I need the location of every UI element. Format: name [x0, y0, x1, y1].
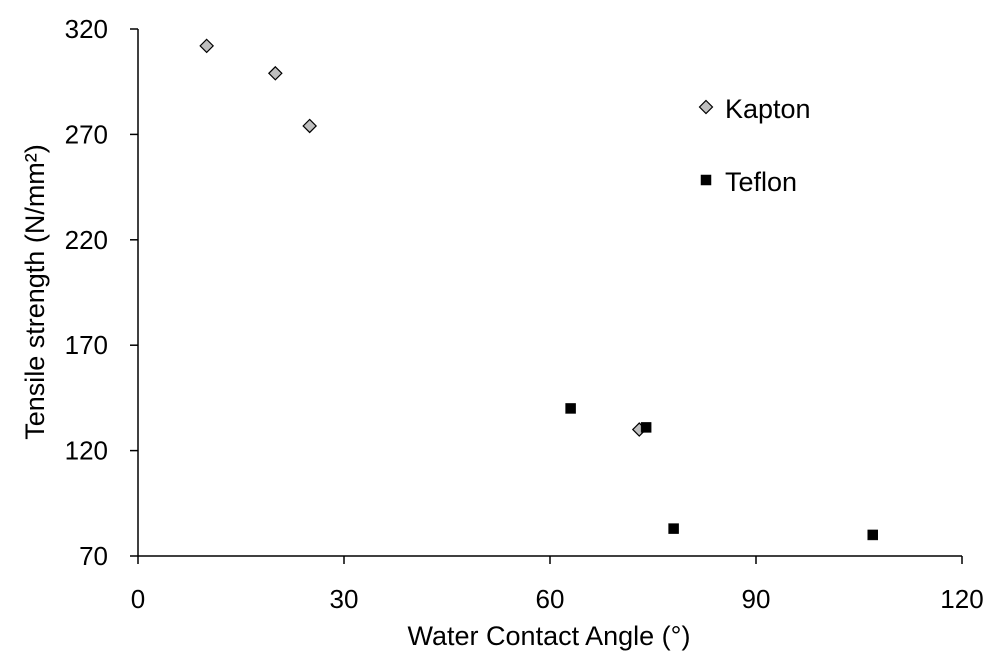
y-axis-title: Tensile strength (N/mm²)	[20, 144, 50, 440]
kapton-point	[302, 118, 318, 134]
axes	[137, 29, 962, 557]
y-ticks: 70 120 170 220 270 320	[65, 14, 138, 571]
y-tick-label: 170	[65, 330, 108, 360]
teflon-point	[867, 529, 878, 541]
kapton-point	[199, 38, 215, 54]
x-tick-label: 60	[536, 584, 565, 614]
teflon-point	[640, 422, 652, 433]
y-tick-label: 220	[65, 225, 108, 255]
x-ticks: 0 30 60 90 120	[131, 556, 984, 614]
kapton-point	[267, 65, 283, 81]
legend: Kapton Teflon	[698, 94, 811, 197]
teflon-legend-label: Teflon	[725, 167, 797, 197]
kapton-legend-marker	[698, 99, 714, 115]
x-tick-label: 90	[742, 584, 771, 614]
teflon-point	[565, 403, 576, 414]
y-tick-label: 120	[65, 436, 108, 466]
teflon-point	[668, 523, 679, 534]
y-tick-label: 70	[79, 541, 108, 571]
y-tick-label: 320	[65, 14, 108, 44]
y-tick-label: 270	[65, 119, 108, 149]
x-tick-label: 0	[131, 584, 145, 614]
x-tick-label: 120	[940, 584, 983, 614]
kapton-legend-label: Kapton	[725, 94, 811, 124]
x-tick-label: 30	[330, 584, 359, 614]
teflon-legend-marker	[700, 174, 712, 186]
x-axis-title: Water Contact Angle (°)	[408, 621, 691, 651]
data-points	[199, 38, 878, 541]
